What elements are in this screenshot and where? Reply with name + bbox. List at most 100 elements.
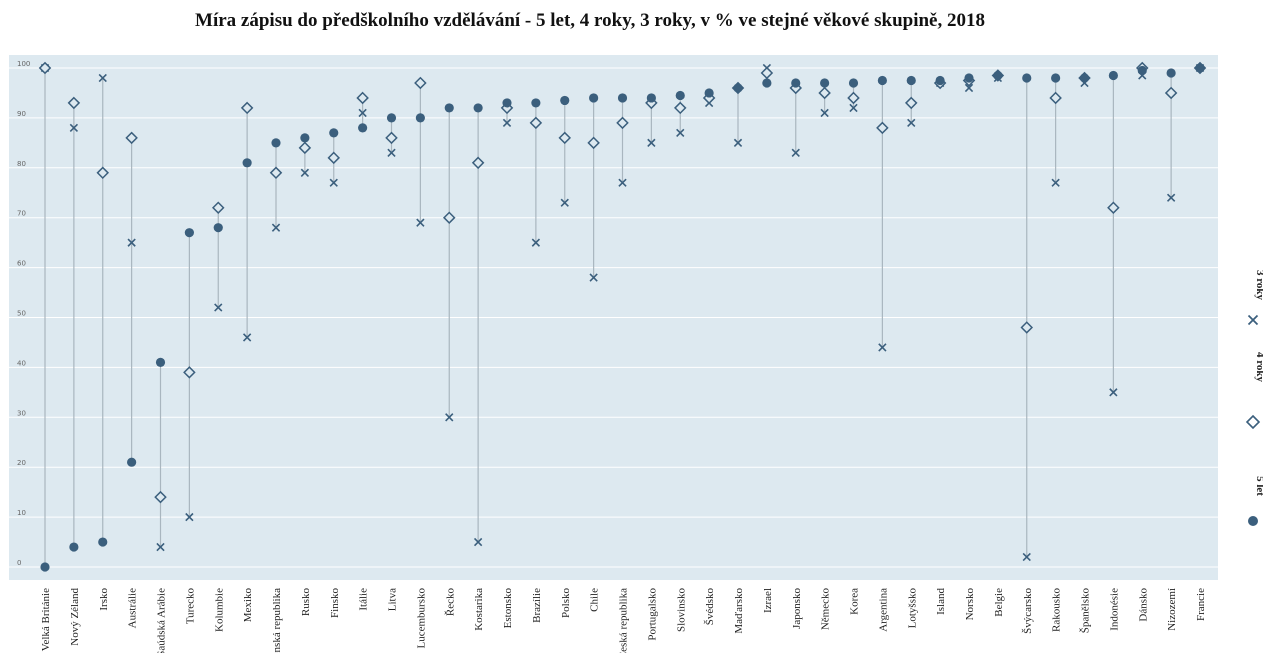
marker-3-roky [214, 303, 223, 312]
marker-4-roky [96, 166, 110, 180]
y-tick-label: 100 [17, 60, 30, 68]
marker-5-let [762, 78, 772, 88]
y-tick-label: 20 [17, 459, 26, 467]
marker-4-roky [1020, 321, 1034, 334]
marker-3-roky [907, 118, 916, 128]
legend-label: 5 let [1254, 476, 1263, 496]
marker-5-let [531, 98, 541, 108]
x-category-label: Velká Británie [40, 588, 52, 651]
marker-5-let [1137, 65, 1147, 76]
x-category-label: Německo [820, 588, 832, 631]
x-category-label: Austrálie [127, 588, 139, 628]
x-category-label: Španělsko [1080, 588, 1092, 634]
y-tick-label: 80 [17, 160, 26, 168]
marker-4-roky [211, 201, 225, 214]
marker-5-let [473, 103, 483, 113]
marker-3-roky [358, 108, 367, 118]
x-category-label: Polsko [560, 588, 572, 618]
marker-3-roky [127, 238, 136, 247]
x-category-label: Japonsko [791, 588, 803, 629]
marker-5-let [675, 90, 685, 101]
marker-4-roky [904, 96, 918, 110]
marker-5-let [271, 138, 281, 148]
x-category-label: Rusko [300, 588, 312, 617]
x-category-label: Belgie [993, 588, 1005, 617]
x-category-label: Portugalsko [646, 588, 658, 641]
marker-3-roky [271, 223, 281, 232]
marker-4-roky [471, 156, 485, 170]
x-category-label: Island [935, 588, 947, 615]
marker-4-roky [558, 131, 572, 145]
marker-5-let [127, 457, 137, 467]
legend-marker-4-roky [1245, 414, 1261, 430]
marker-5-let [993, 70, 1003, 81]
marker-3-roky [156, 542, 165, 552]
marker-4-roky [356, 91, 369, 105]
x-category-label: Finsko [329, 588, 341, 618]
marker-3-roky [589, 273, 598, 282]
marker-3-roky [445, 413, 454, 422]
x-category-label: Francie [1195, 588, 1207, 621]
x-category-label: Nizozemí [1166, 588, 1178, 631]
x-category-label: Lotyšsko [906, 588, 918, 629]
marker-5-let [242, 158, 252, 168]
marker-4-roky [269, 166, 283, 180]
x-category-label: Saúdská Arábie [156, 588, 168, 653]
x-category-label: Chile [589, 588, 601, 612]
marker-4-roky [847, 91, 860, 105]
marker-5-let [444, 103, 454, 113]
x-category-label: Lucembursko [415, 588, 427, 649]
chart-title: Míra zápisu do předškolního vzdělávání -… [195, 10, 985, 31]
marker-5-let [589, 93, 599, 103]
marker-3-roky [791, 148, 800, 157]
marker-5-let [906, 75, 916, 86]
marker-5-let [820, 78, 830, 88]
x-category-label: Mexiko [242, 588, 254, 623]
marker-5-let [40, 562, 50, 572]
marker-3-roky [647, 138, 656, 148]
marker-3-roky [820, 108, 829, 118]
marker-5-let [791, 78, 801, 88]
marker-4-roky [673, 101, 687, 115]
y-tick-label: 0 [17, 559, 21, 567]
legend-marker-3-roky [1247, 314, 1259, 326]
marker-3-roky [560, 198, 569, 207]
marker-3-roky [1109, 388, 1118, 397]
marker-4-roky [529, 116, 543, 130]
marker-5-let [155, 357, 166, 368]
y-tick-label: 30 [17, 409, 26, 417]
x-category-label: Itálie [358, 588, 370, 611]
y-tick-label: 40 [17, 359, 26, 367]
marker-3-roky [473, 537, 483, 547]
marker-3-roky [531, 238, 541, 247]
x-category-label: Kolumbie [213, 588, 225, 632]
marker-3-roky [69, 123, 79, 133]
marker-3-roky [849, 103, 858, 113]
marker-5-let [646, 93, 656, 103]
marker-4-roky [414, 76, 427, 90]
marker-3-roky [964, 83, 974, 93]
marker-5-let [1166, 68, 1176, 78]
marker-5-let [358, 123, 368, 133]
y-tick-label: 50 [17, 310, 26, 318]
y-tick-label: 70 [17, 210, 26, 218]
x-category-label: Kostarika [473, 588, 485, 631]
marker-5-let [329, 128, 339, 138]
marker-4-roky [183, 366, 196, 379]
x-category-label: Nový Zéland [69, 588, 81, 646]
legend-label: 4 roky [1254, 352, 1263, 383]
x-category-label: Slovenská republika [271, 588, 283, 653]
marker-5-let [98, 537, 108, 547]
x-category-label: Estonsko [502, 588, 514, 629]
marker-5-let [1195, 63, 1205, 73]
marker-4-roky [818, 86, 831, 100]
marker-5-let [935, 75, 945, 86]
x-category-label: Argentina [877, 588, 889, 632]
marker-4-roky [125, 131, 138, 145]
x-category-label: Švýcarsko [1022, 588, 1034, 634]
marker-3-roky [329, 178, 338, 187]
marker-4-roky [154, 490, 167, 504]
x-category-label: Maďarsko [733, 588, 745, 634]
marker-3-roky [387, 148, 396, 157]
y-tick-label: 90 [17, 110, 26, 118]
